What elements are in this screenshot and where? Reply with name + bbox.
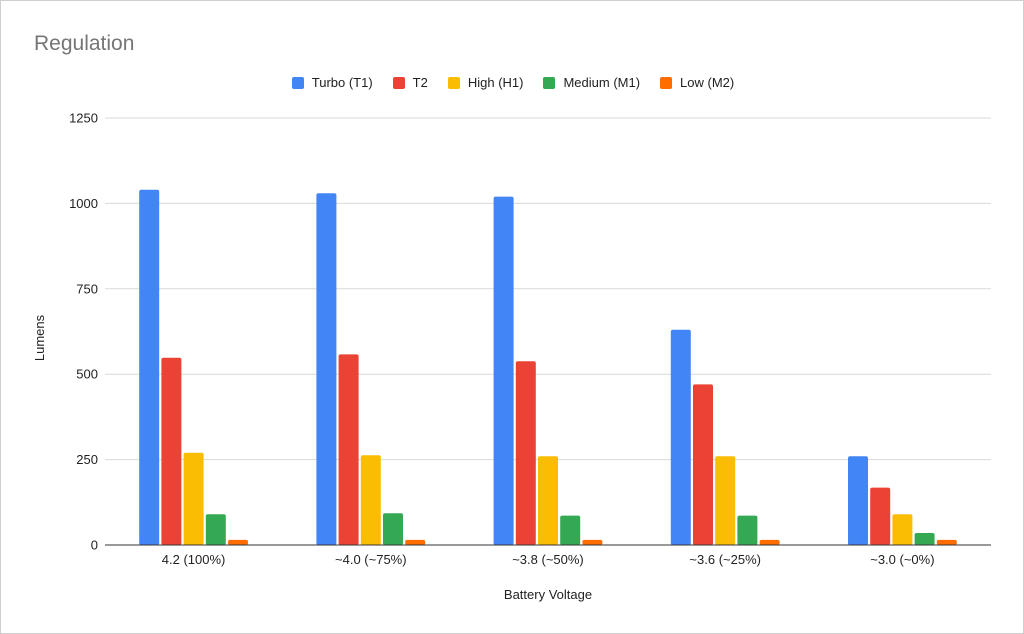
bar[interactable]: [205, 514, 226, 545]
x-tick-label: ~3.8 (~50%): [512, 552, 584, 567]
chart-legend: Turbo (T1) T2 High (H1) Medium (M1) Low (M2): [1, 75, 1024, 90]
chart-title: Regulation: [34, 32, 135, 55]
y-tick-label: 250: [76, 452, 98, 467]
legend-swatch: [660, 76, 673, 89]
y-tick-label: 0: [91, 538, 98, 553]
y-tick-label: 500: [76, 367, 98, 382]
y-tick-label: 1000: [69, 196, 98, 211]
bar[interactable]: [737, 515, 758, 545]
bar[interactable]: [936, 539, 957, 545]
bar[interactable]: [338, 354, 359, 545]
bar[interactable]: [538, 456, 558, 545]
bar[interactable]: [848, 456, 868, 545]
bar[interactable]: [870, 487, 891, 545]
legend-item[interactable]: High (H1): [447, 75, 524, 90]
y-axis-title: Lumens: [32, 314, 47, 361]
y-tick-label: 750: [76, 281, 98, 296]
bar[interactable]: [316, 193, 337, 545]
legend-item[interactable]: Medium (M1): [543, 75, 640, 90]
legend-item[interactable]: Low (M2): [660, 75, 734, 90]
bar[interactable]: [582, 539, 603, 545]
legend-label: T2: [412, 75, 428, 90]
bar[interactable]: [914, 533, 935, 545]
bar[interactable]: [161, 357, 182, 545]
legend-item[interactable]: Turbo (T1): [291, 75, 373, 90]
x-tick-label: ~3.0 (~0%): [870, 552, 934, 567]
x-tick-label: ~4.0 (~75%): [335, 552, 407, 567]
legend-swatch: [291, 76, 304, 89]
bar[interactable]: [715, 456, 736, 545]
bar[interactable]: [515, 361, 536, 545]
bar[interactable]: [360, 455, 381, 545]
legend-item[interactable]: T2: [392, 75, 428, 90]
bar[interactable]: [405, 539, 426, 545]
bar[interactable]: [228, 539, 248, 545]
bar[interactable]: [670, 329, 691, 545]
bar[interactable]: [693, 384, 713, 545]
legend-label: High (H1): [467, 75, 524, 90]
bar[interactable]: [139, 189, 160, 545]
bar[interactable]: [183, 452, 204, 545]
legend-label: Turbo (T1): [311, 75, 373, 90]
legend-label: Low (M2): [680, 75, 735, 90]
y-tick-label: 1250: [69, 111, 98, 126]
x-tick-label: ~3.6 (~25%): [689, 552, 761, 567]
bar[interactable]: [560, 515, 581, 545]
x-tick-label: 4.2 (100%): [162, 552, 226, 567]
legend-swatch: [392, 76, 405, 89]
legend-label: Medium (M1): [563, 75, 641, 90]
bar[interactable]: [892, 514, 913, 545]
legend-swatch: [447, 76, 460, 89]
bar[interactable]: [383, 513, 403, 545]
bar[interactable]: [759, 539, 780, 545]
bar[interactable]: [493, 196, 514, 545]
x-axis-title: Battery Voltage: [504, 587, 592, 602]
legend-swatch: [543, 76, 556, 89]
